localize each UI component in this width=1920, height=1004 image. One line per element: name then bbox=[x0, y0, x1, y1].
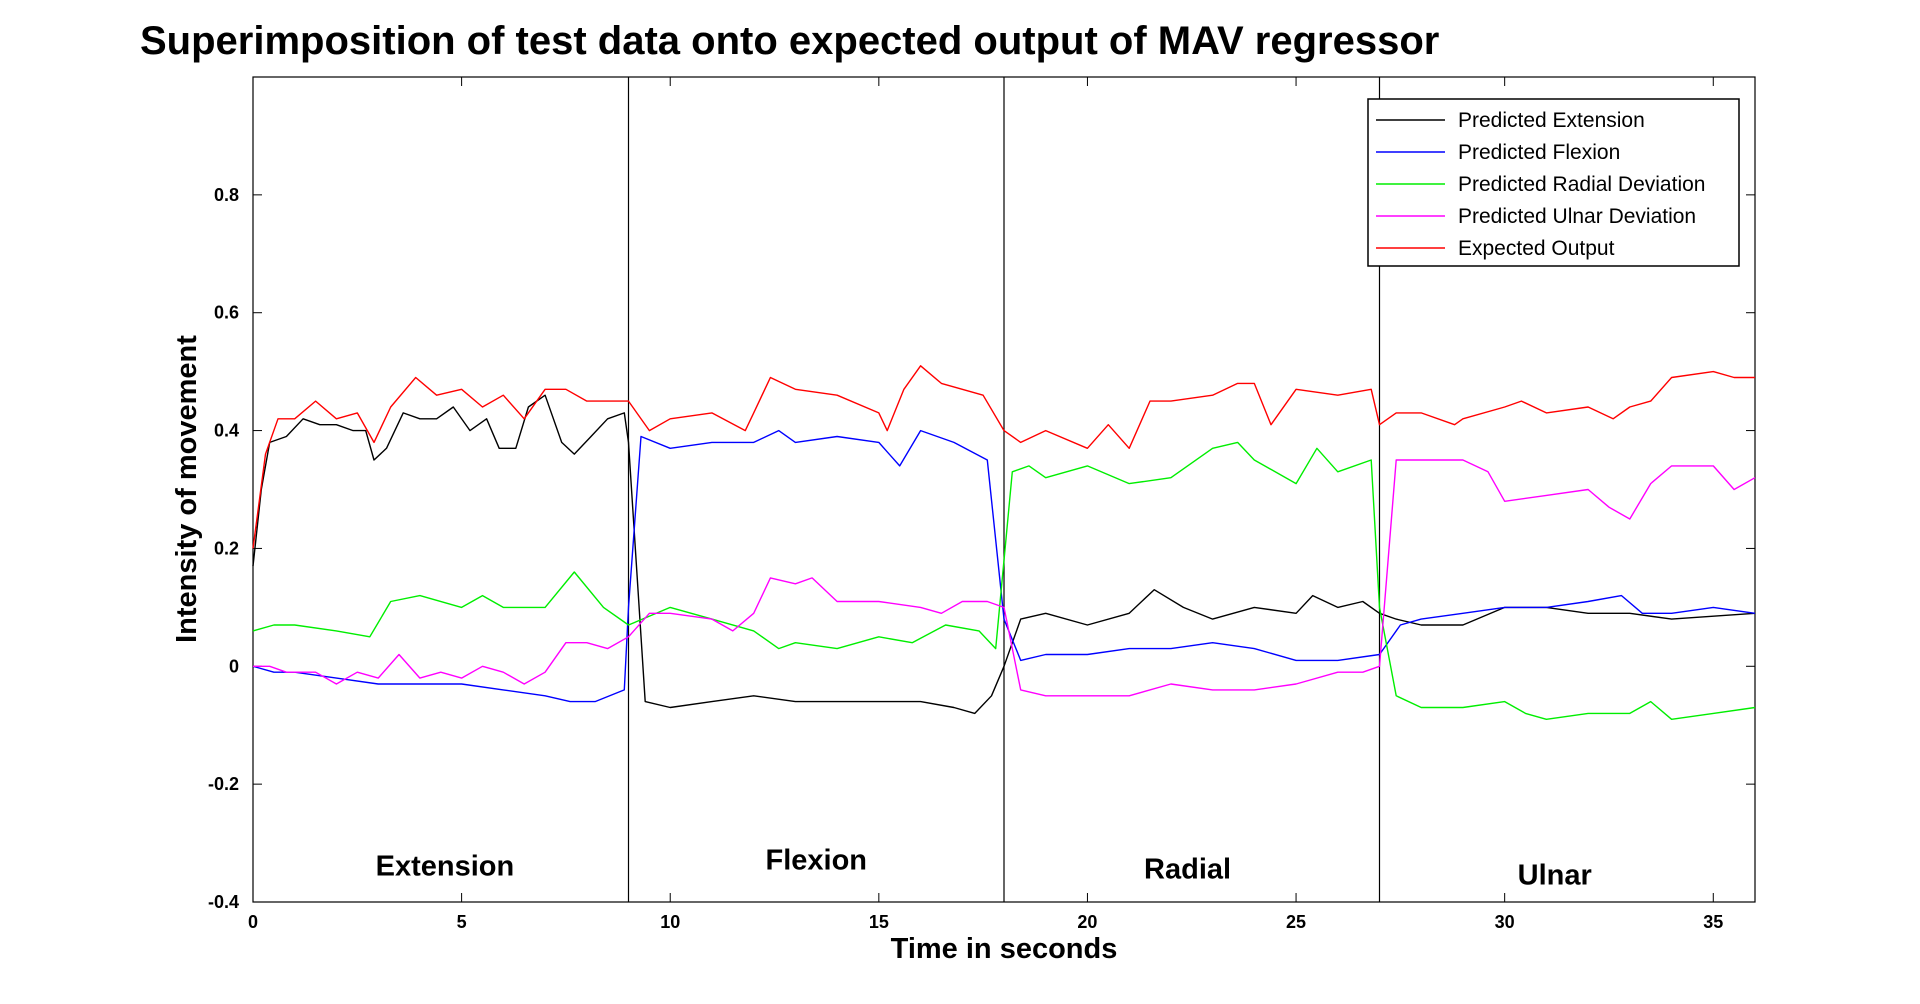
x-axis-label: Time in seconds bbox=[891, 933, 1118, 965]
x-tick-label: 0 bbox=[248, 912, 258, 932]
y-tick-label: -0.2 bbox=[208, 774, 239, 794]
section-label: Extension bbox=[376, 850, 515, 882]
legend-entries: Predicted Extension Predicted Flexion Pred… bbox=[1376, 109, 1705, 260]
section-label: Radial bbox=[1144, 853, 1231, 885]
x-tick-label: 20 bbox=[1077, 912, 1097, 932]
series-lines bbox=[252, 365, 1756, 720]
chart-title: Superimposition of test data onto expect… bbox=[140, 19, 1439, 63]
y-tick-label: 0.6 bbox=[214, 303, 239, 323]
y-tick-label: 0.8 bbox=[214, 185, 239, 205]
x-tick-label: 15 bbox=[869, 912, 889, 932]
legend-label: Predicted Radial Deviation bbox=[1458, 173, 1705, 196]
y-tick-label: 0.4 bbox=[214, 421, 239, 441]
legend: Predicted Extension Predicted Flexion Pred… bbox=[1367, 98, 1740, 267]
section-label: Flexion bbox=[765, 845, 867, 877]
y-tick-label: 0.2 bbox=[214, 538, 239, 558]
legend-label: Predicted Ulnar Deviation bbox=[1458, 205, 1696, 228]
series-line-expected-output bbox=[252, 365, 1755, 549]
y-tick-label: 0 bbox=[229, 656, 239, 676]
y-axis-label: Intensity of movement bbox=[171, 335, 203, 643]
axis-ticks: 0 5 10 15 20 25 30 35 -0.4 -0.2 0 0.2 0.4 0.6 0.8 bbox=[208, 77, 1755, 932]
x-tick-label: 25 bbox=[1286, 912, 1306, 932]
legend-box bbox=[1367, 98, 1740, 267]
legend-label: Expected Output bbox=[1458, 237, 1615, 260]
section-labels: Extension Flexion Radial Ulnar bbox=[376, 845, 1592, 892]
x-tick-label: 35 bbox=[1703, 912, 1723, 932]
section-label: Ulnar bbox=[1518, 859, 1592, 891]
legend-label: Predicted Flexion bbox=[1458, 141, 1620, 164]
series-line-predicted-extension bbox=[252, 394, 1756, 715]
x-tick-label: 5 bbox=[457, 912, 467, 932]
y-tick-label: -0.4 bbox=[208, 892, 239, 912]
series-line-predicted-ulnar-deviation bbox=[253, 459, 1756, 697]
series-line-predicted-radial-deviation bbox=[252, 441, 1756, 720]
series-line-predicted-flexion bbox=[252, 429, 1756, 703]
x-tick-label: 10 bbox=[660, 912, 680, 932]
legend-label: Predicted Extension bbox=[1458, 109, 1645, 132]
x-tick-label: 30 bbox=[1495, 912, 1515, 932]
